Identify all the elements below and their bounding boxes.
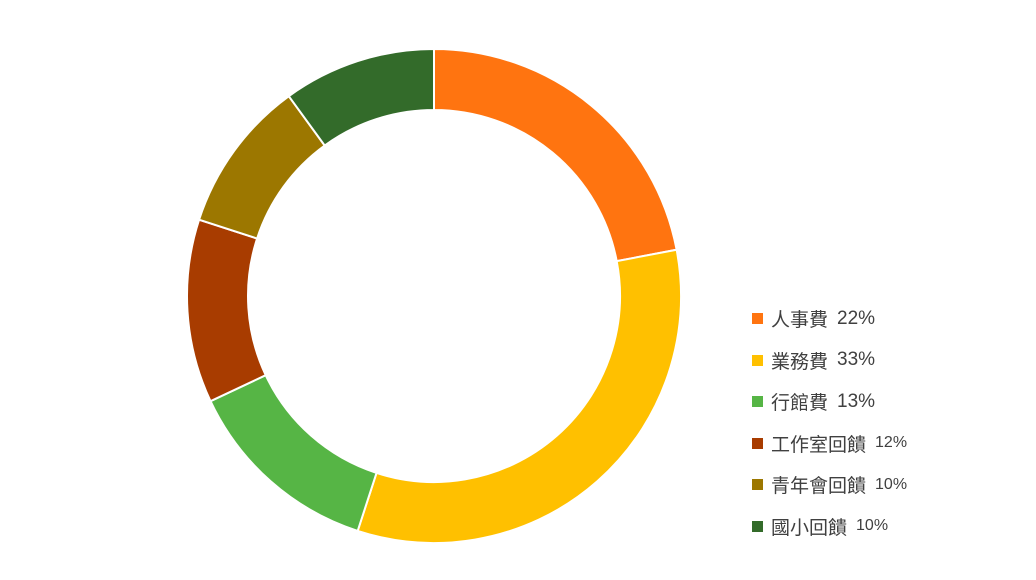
legend-swatch: [752, 354, 763, 366]
legend-swatch: [752, 313, 763, 325]
legend-item: 青年會回饋 10%: [752, 464, 1022, 506]
donut-slice-2: [356, 248, 682, 544]
legend-value: 10%: [875, 475, 908, 493]
donut-slice-4: [186, 218, 268, 403]
legend-value: 33%: [837, 349, 876, 371]
legend-label: 業務費: [771, 350, 829, 373]
legend-item: 工作室回饋 12%: [752, 423, 1022, 465]
legend-value: 10%: [856, 517, 889, 535]
legend-label: 行館費: [771, 392, 829, 415]
legend-label: 國小回饋: [771, 516, 848, 539]
legend-item: 國小回饋 10%: [752, 506, 1022, 548]
legend-value: 13%: [837, 390, 876, 412]
legend-swatch: [752, 479, 763, 491]
legend-value: 12%: [875, 434, 908, 452]
legend-item: 業務費 33%: [752, 340, 1022, 382]
donut-slice-3: [209, 373, 378, 533]
donut-slice-1: [433, 47, 678, 263]
legend-swatch: [752, 437, 763, 449]
legend-value: 22%: [837, 307, 876, 329]
legend-swatch: [752, 396, 763, 408]
legend-label: 人事費: [771, 309, 829, 332]
legend-label: 工作室回饋: [771, 433, 867, 456]
legend-swatch: [752, 520, 763, 532]
legend-item: 人事費 22%: [752, 298, 1022, 340]
legend: 人事費 22% 業務費 33% 行館費 13% 工作室回饋 12% 青年會回饋 10% 國小回饋 10…: [752, 298, 1022, 547]
legend-label: 青年會回饋: [771, 475, 867, 498]
donut-slice-6: [287, 47, 435, 147]
legend-item: 行館費 13%: [752, 381, 1022, 423]
